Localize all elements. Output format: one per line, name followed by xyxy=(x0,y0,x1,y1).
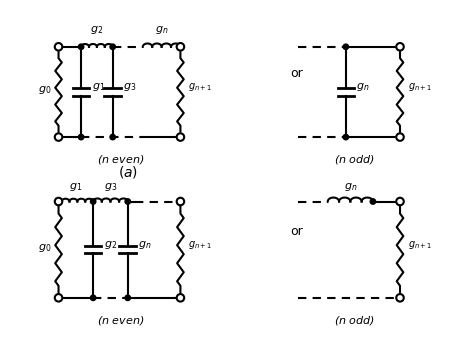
Circle shape xyxy=(177,133,184,141)
Circle shape xyxy=(396,198,404,205)
Circle shape xyxy=(91,295,96,301)
Circle shape xyxy=(110,44,115,50)
Circle shape xyxy=(55,198,62,205)
Text: $g_{n+1}$: $g_{n+1}$ xyxy=(188,239,212,251)
Text: $g_{n+1}$: $g_{n+1}$ xyxy=(408,81,432,93)
Circle shape xyxy=(125,199,130,204)
Text: $g_n$: $g_n$ xyxy=(155,24,168,36)
Text: $g_n$: $g_n$ xyxy=(344,182,357,194)
Text: $g_{n+1}$: $g_{n+1}$ xyxy=(188,81,212,93)
Text: $g_n$: $g_n$ xyxy=(138,239,152,251)
Text: ($n$ even): ($n$ even) xyxy=(97,153,144,166)
Circle shape xyxy=(78,44,84,50)
Circle shape xyxy=(55,43,62,51)
Circle shape xyxy=(125,295,130,301)
Text: ($n$ odd): ($n$ odd) xyxy=(334,153,375,166)
Circle shape xyxy=(110,134,115,140)
Text: or: or xyxy=(290,67,303,80)
Text: $g_2$: $g_2$ xyxy=(104,239,117,251)
Text: $g_0$: $g_0$ xyxy=(38,242,52,254)
Text: $g_3$: $g_3$ xyxy=(123,81,137,93)
Circle shape xyxy=(396,133,404,141)
Circle shape xyxy=(343,44,348,50)
Circle shape xyxy=(55,133,62,141)
Text: $g_1$: $g_1$ xyxy=(91,81,105,93)
Circle shape xyxy=(177,198,184,205)
Circle shape xyxy=(177,43,184,51)
Text: ($n$ odd): ($n$ odd) xyxy=(334,314,375,327)
Text: $g_0$: $g_0$ xyxy=(38,84,52,96)
Text: $(a)$: $(a)$ xyxy=(118,163,138,180)
Text: or: or xyxy=(290,225,303,238)
Text: $g_n$: $g_n$ xyxy=(356,81,370,93)
Text: ($n$ even): ($n$ even) xyxy=(97,314,144,327)
Circle shape xyxy=(370,199,375,204)
Text: $g_2$: $g_2$ xyxy=(91,24,103,36)
Text: $g_{n+1}$: $g_{n+1}$ xyxy=(408,239,432,251)
Circle shape xyxy=(177,294,184,302)
Text: $g_3$: $g_3$ xyxy=(104,182,117,194)
Circle shape xyxy=(91,199,96,204)
Circle shape xyxy=(396,43,404,51)
Circle shape xyxy=(78,134,84,140)
Circle shape xyxy=(55,294,62,302)
Text: $g_1$: $g_1$ xyxy=(69,182,82,194)
Circle shape xyxy=(396,294,404,302)
Circle shape xyxy=(343,134,348,140)
